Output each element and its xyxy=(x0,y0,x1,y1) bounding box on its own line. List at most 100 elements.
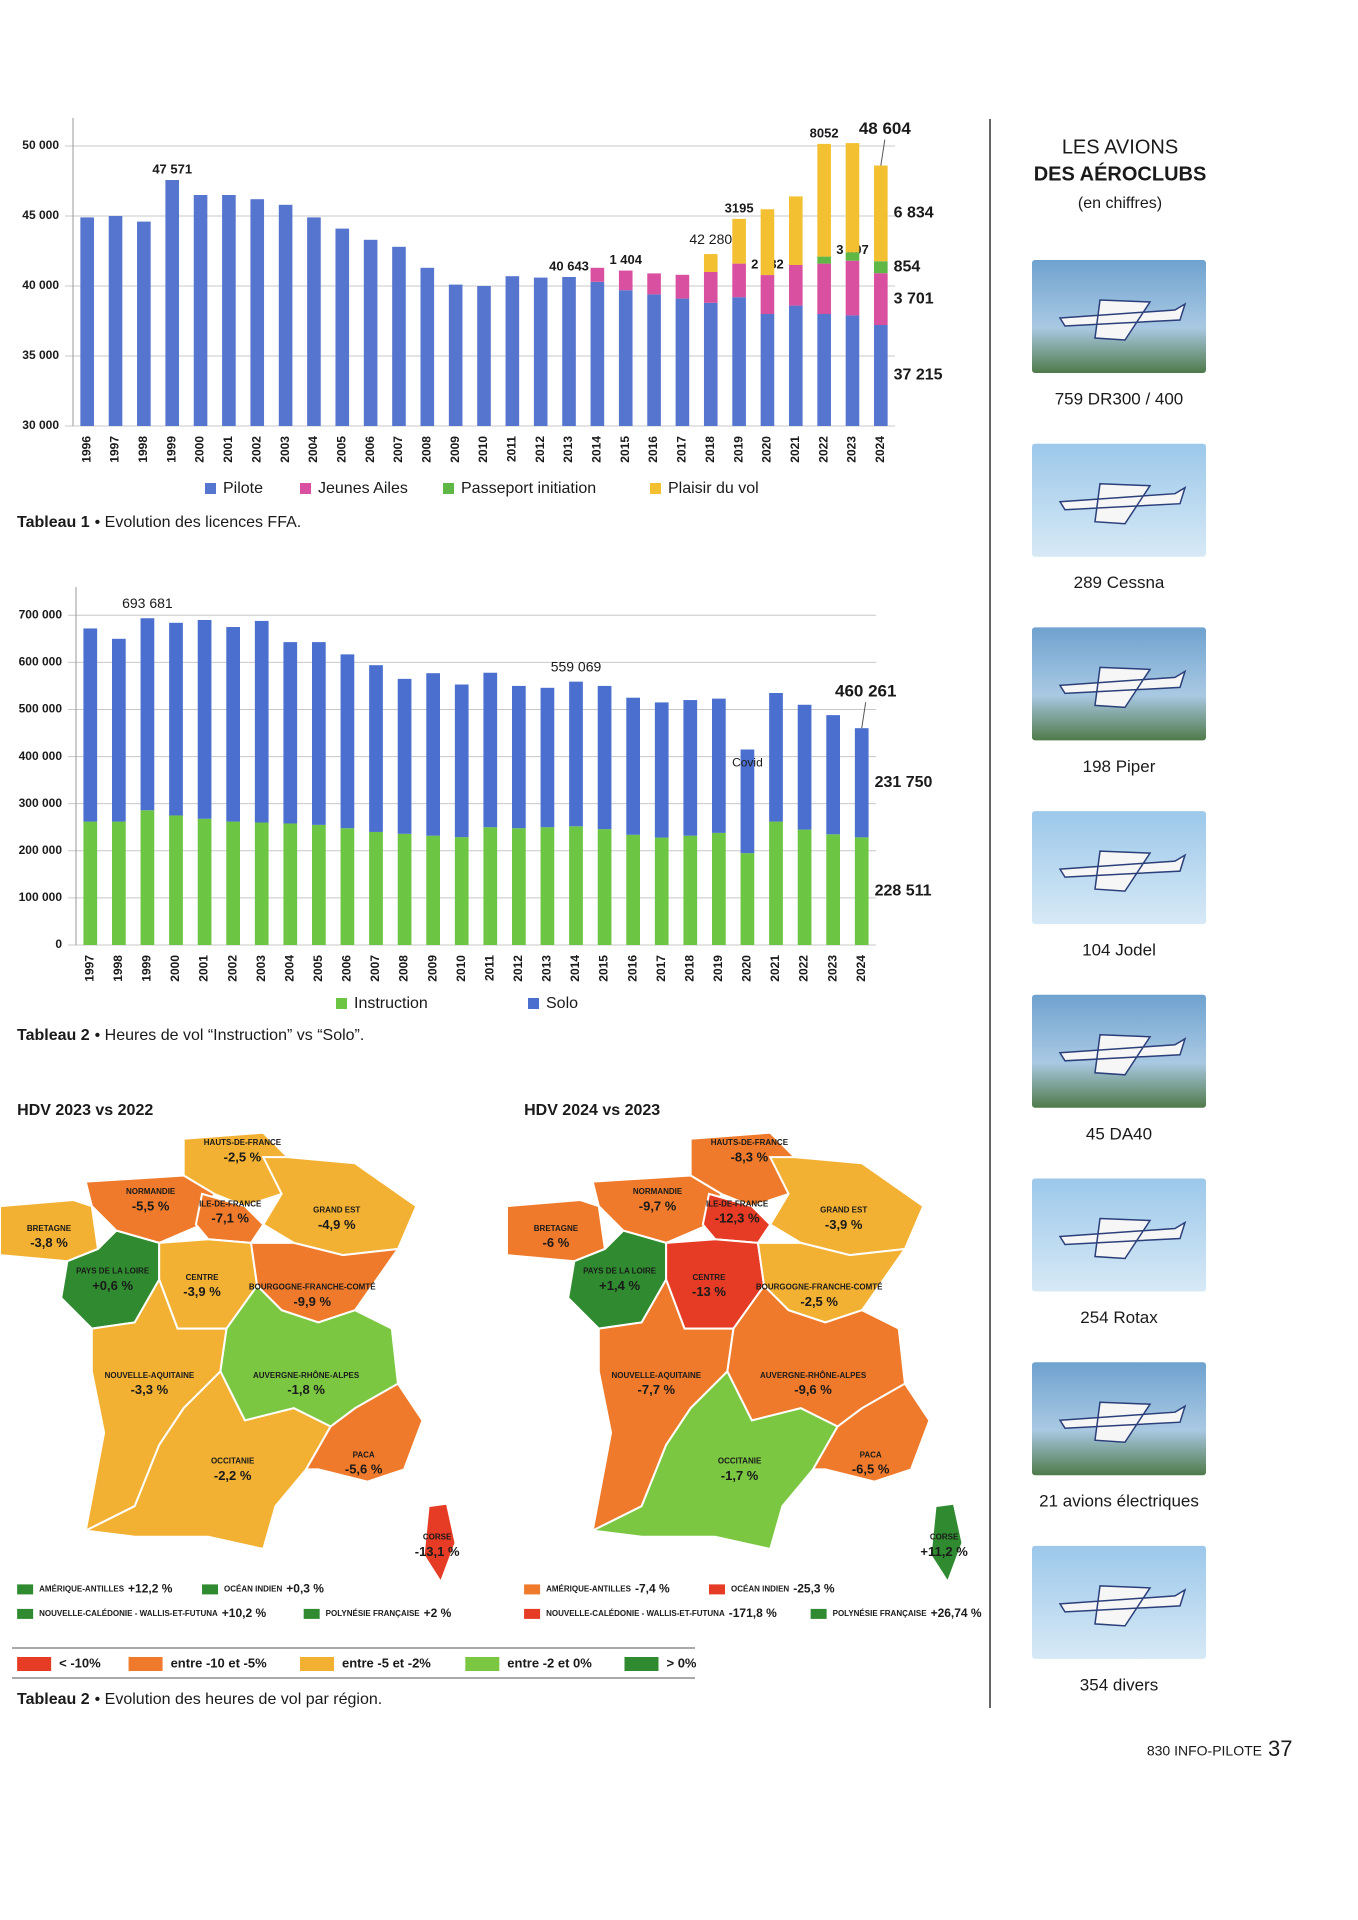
bar-segment xyxy=(397,833,412,945)
bar-segment xyxy=(420,267,435,426)
overseas-value: +26,74 % xyxy=(931,1606,982,1620)
bar-segment xyxy=(222,195,236,426)
region-value: -3,9 % xyxy=(183,1284,221,1299)
value-label: 6 834 xyxy=(894,205,934,222)
bar-segment xyxy=(712,698,726,833)
bar-segment xyxy=(845,315,860,426)
legend-label: Passeport initiation xyxy=(461,480,596,497)
x-tick-label: 2001 xyxy=(221,436,235,463)
caption: • Heures de vol “Instruction” vs “Solo”. xyxy=(95,1027,365,1044)
sidebar-subtitle: (en chiffres) xyxy=(1078,195,1162,212)
legend-swatch xyxy=(300,1657,335,1671)
bar-segment xyxy=(369,665,383,832)
region-name: HAUTS-DE-FRANCE xyxy=(711,1138,789,1147)
bar-segment xyxy=(683,835,698,945)
bar-segment xyxy=(226,821,240,945)
overseas-swatch xyxy=(524,1608,541,1619)
bar-segment xyxy=(732,263,746,298)
overseas-name: OCÉAN INDIEN xyxy=(731,1585,789,1594)
photo xyxy=(1032,994,1206,1108)
bar-segment xyxy=(80,217,94,426)
x-tick-label: 1997 xyxy=(82,955,96,982)
x-tick-label: 2010 xyxy=(454,955,468,982)
legend-swatch xyxy=(624,1657,659,1671)
x-tick-label: 2000 xyxy=(193,436,207,463)
overseas-name: POLYNÉSIE FRANÇAISE xyxy=(833,1609,928,1618)
bar-segment xyxy=(112,821,126,945)
sidebar-item: 289 Cessna xyxy=(1074,573,1165,592)
bar-segment xyxy=(448,284,463,426)
bar-segment xyxy=(618,270,633,291)
legend-label: entre -2 et 0% xyxy=(507,1655,592,1670)
value-label: 37 215 xyxy=(894,367,943,384)
bar-segment xyxy=(140,618,155,811)
annotation-leader xyxy=(880,139,886,166)
bar-segment xyxy=(740,853,755,945)
legend-label: Jeunes Ailes xyxy=(318,480,408,497)
bar-segment xyxy=(597,685,612,830)
x-tick-label: 1999 xyxy=(164,436,178,463)
bar-segment xyxy=(505,276,520,426)
bar-segment xyxy=(250,199,265,426)
region-name: ILE-DE-FRANCE xyxy=(199,1199,262,1208)
sidebar-item: 759 DR300 / 400 xyxy=(1055,389,1184,408)
bar-segment xyxy=(797,829,812,945)
footer-magazine: 830 INFO-PILOTE xyxy=(1147,1743,1262,1759)
legend-label: entre -10 et -5% xyxy=(171,1655,268,1670)
photo xyxy=(1032,627,1206,741)
region-value: -8,3 % xyxy=(731,1149,769,1164)
region-name: CENTRE xyxy=(186,1273,220,1282)
region-name: OCCITANIE xyxy=(211,1457,255,1466)
region-name: BRETAGNE xyxy=(534,1224,579,1233)
y-tick-label: 400 000 xyxy=(19,749,63,763)
x-tick-label: 1996 xyxy=(79,436,93,463)
value-label: 3195 xyxy=(725,200,754,215)
bar-segment xyxy=(169,622,183,816)
overseas-value: +10,2 % xyxy=(222,1606,267,1620)
x-tick-label: 2021 xyxy=(768,955,782,982)
overseas-swatch xyxy=(17,1584,34,1595)
x-tick-label: 2020 xyxy=(740,955,754,982)
region-value: -9,9 % xyxy=(293,1294,331,1309)
bar-segment xyxy=(826,715,840,835)
value-label: 8052 xyxy=(810,125,839,140)
x-tick-label: 2017 xyxy=(675,436,689,463)
caption: • Evolution des heures de vol par région… xyxy=(95,1691,383,1708)
bar-segment xyxy=(363,239,378,426)
region-value: -1,7 % xyxy=(721,1468,759,1483)
x-tick-label: 2007 xyxy=(391,436,405,463)
x-tick-label: 2011 xyxy=(505,436,519,462)
value-label: 1 404 xyxy=(609,252,642,267)
overseas-value: +2 % xyxy=(424,1606,452,1620)
region-name: CORSE xyxy=(423,1532,452,1541)
region-name: PAYS DE LA LOIRE xyxy=(583,1267,657,1276)
legend-swatch xyxy=(528,998,539,1009)
region xyxy=(84,1174,216,1244)
bar-segment xyxy=(283,823,298,945)
bar-segment xyxy=(874,165,888,262)
region-name: CORSE xyxy=(930,1532,959,1541)
x-tick-label: 2024 xyxy=(854,955,868,982)
bar-segment xyxy=(703,302,718,426)
x-tick-label: 2004 xyxy=(282,955,296,982)
bar-segment xyxy=(769,692,783,822)
bar-segment xyxy=(112,638,126,822)
x-tick-label: 2000 xyxy=(168,955,182,982)
footer-page: 37 xyxy=(1268,1736,1292,1761)
bar-segment xyxy=(732,218,746,264)
sidebar-item: 198 Piper xyxy=(1083,757,1156,776)
region-value: -9,6 % xyxy=(794,1382,832,1397)
x-tick-label: 2023 xyxy=(825,955,839,982)
region xyxy=(589,1369,839,1551)
x-tick-label: 2013 xyxy=(540,955,554,982)
y-tick-label: 40 000 xyxy=(22,278,59,292)
region xyxy=(304,1382,424,1483)
x-tick-label: 2005 xyxy=(311,955,325,982)
bar-segment xyxy=(477,286,491,426)
region-value: +1,4 % xyxy=(599,1278,640,1293)
x-tick-label: 2018 xyxy=(682,955,696,982)
bar-segment xyxy=(788,265,803,306)
x-tick-label: 1998 xyxy=(111,955,125,982)
bar-segment xyxy=(226,627,240,822)
plane-silhouette xyxy=(1058,1217,1187,1260)
